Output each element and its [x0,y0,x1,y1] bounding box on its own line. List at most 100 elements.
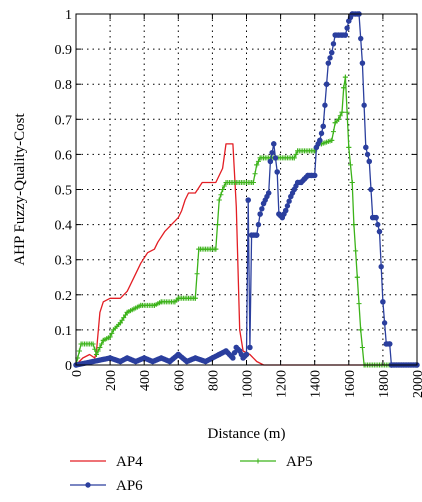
x-tick-label: 1800 [377,370,392,398]
data-point-ap6 [117,358,124,365]
data-point-ap6 [132,358,139,365]
y-tick-label: 1 [65,8,72,23]
data-point-ap5 [356,301,362,307]
y-tick-label: 0.9 [55,43,73,58]
data-point-ap6 [301,176,308,182]
data-point-ap6 [257,211,263,217]
data-point-ap5 [349,179,355,185]
data-point-ap5 [122,312,128,318]
data-point-ap6 [375,221,381,228]
data-point-ap5 [250,179,256,185]
data-point-ap5 [99,341,105,347]
data-point-ap5 [107,334,113,340]
data-point-ap5 [100,337,106,343]
data-point-ap5 [336,116,342,122]
data-point-ap6 [247,344,253,351]
data-point-ap6 [330,41,337,47]
data-point-ap5 [218,192,224,198]
data-point-ap5 [124,309,130,315]
data-point-ap6 [254,232,260,238]
data-point-ap5 [339,109,345,115]
data-point-ap5 [293,151,299,157]
x-tick-label: 200 [104,370,119,391]
data-point-ap5 [216,197,222,203]
data-point-ap5 [196,246,202,252]
data-point-ap6 [368,186,374,193]
data-point-ap6 [284,203,291,209]
data-point-ap6 [236,348,243,354]
y-tick-label: 0.1 [55,324,73,339]
data-point-ap6 [175,351,181,358]
data-point-ap6 [167,358,173,365]
legend-item-ap5: AP5 [240,454,313,470]
series-ap6 [73,11,420,368]
data-point-ap5 [330,129,336,135]
data-point-ap6 [231,350,238,356]
data-point-ap5 [348,162,354,168]
data-point-ap6 [344,25,350,31]
series-layer [73,11,420,368]
data-point-ap5 [344,109,350,115]
data-point-ap5 [342,74,348,80]
data-point-ap6 [380,299,386,305]
data-point-ap5 [194,271,200,277]
data-point-ap5 [97,344,103,350]
data-point-ap5 [358,327,364,333]
data-point-ap6 [243,351,250,358]
legend-marker [255,458,261,464]
data-point-ap6 [283,207,289,214]
series-ap4 [75,143,417,366]
data-point-ap5 [93,351,99,357]
data-point-ap6 [265,190,272,196]
data-point-ap6 [267,158,274,165]
data-point-ap6 [363,144,369,151]
data-point-ap6 [216,351,222,358]
y-tick-label: 0.8 [55,78,73,93]
data-point-ap5 [213,246,219,252]
data-point-ap6 [317,137,323,144]
data-point-ap6 [346,18,352,24]
data-point-ap6 [260,200,267,207]
y-tick-label: 0 [65,359,72,374]
y-tick-label: 0.3 [55,254,73,269]
data-point-ap5 [291,155,297,161]
data-point-ap5 [359,344,365,350]
data-point-ap5 [121,315,127,321]
data-point-ap5 [131,306,137,312]
data-point-ap5 [261,155,267,161]
data-point-ap6 [276,211,282,217]
data-point-ap6 [366,158,372,165]
series-line-ap4 [75,143,417,366]
legend-label: AP6 [116,478,143,494]
data-point-ap6 [325,60,332,66]
data-point-ap6 [272,155,279,161]
data-point-ap6 [158,355,164,361]
data-point-ap6 [202,358,209,365]
data-point-ap5 [255,158,261,164]
data-point-ap6 [141,355,147,361]
data-point-ap6 [274,169,280,175]
y-tick-label: 0.2 [55,289,73,304]
data-point-ap6 [329,49,335,56]
data-point-ap6 [376,228,383,235]
data-point-ap5 [192,295,198,301]
data-point-ap5 [138,302,144,308]
data-point-ap6 [279,214,286,221]
legend-label: AP4 [116,454,143,470]
data-point-ap5 [119,317,125,323]
data-point-ap6 [323,81,330,87]
x-tick-label: 400 [138,370,153,391]
data-point-ap6 [381,320,388,326]
data-point-ap5 [252,171,258,177]
data-point-ap5 [78,341,84,347]
ticks: 0 200 400 600 800 1000 1200 1400 1600 1800 2000 0 0.… [55,8,422,398]
data-point-ap6 [271,141,277,147]
data-point-ap6 [124,355,130,361]
data-point-ap5 [341,85,347,91]
data-point-ap5 [90,341,96,347]
data-point-ap5 [117,320,123,326]
data-point-ap5 [351,222,357,228]
legend-item-ap6: AP6 [70,478,143,494]
x-axis-title: Distance (m) [208,426,286,442]
